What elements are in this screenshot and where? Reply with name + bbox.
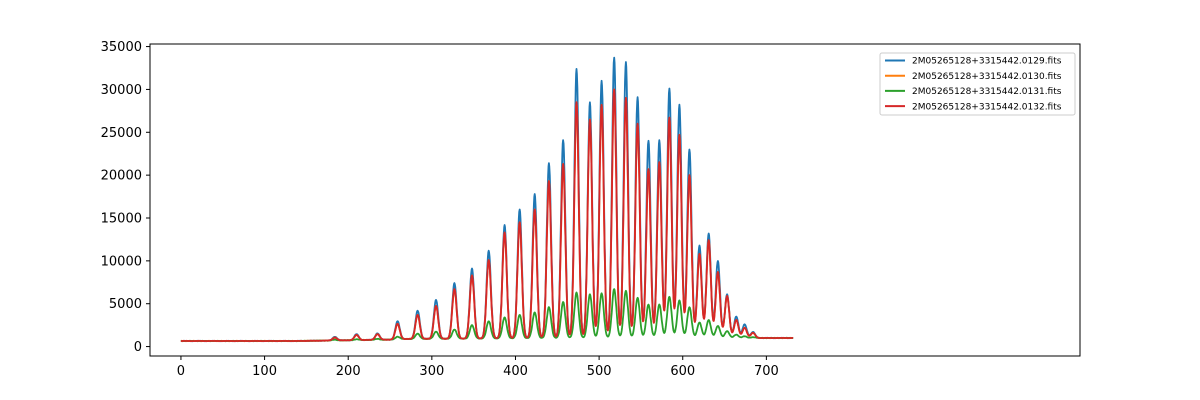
x-tick-label: 100 — [252, 364, 277, 379]
y-tick-label: 35000 — [101, 40, 142, 55]
legend-label: 2M05265128+3315442.0129.fits — [912, 57, 1062, 67]
x-tick-label: 400 — [503, 364, 528, 379]
x-tick-label: 700 — [754, 364, 779, 379]
x-tick-label: 600 — [670, 364, 695, 379]
series-line-4 — [180, 88, 794, 343]
y-tick-label: 30000 — [101, 83, 142, 98]
x-tick-label: 200 — [336, 364, 361, 379]
series-layer — [180, 56, 794, 343]
y-tick-label: 20000 — [101, 169, 142, 184]
plot-frame — [149, 43, 1081, 357]
y-tick-label: 15000 — [101, 212, 142, 227]
y-tick-label: 10000 — [101, 254, 142, 269]
legend-label: 2M05265128+3315442.0131.fits — [912, 87, 1062, 97]
y-axis: 0 5000 10000 15000 20000 25000 30000 35000 — [101, 40, 150, 355]
plot-area — [149, 43, 1081, 357]
y-tick-label: 25000 — [101, 126, 142, 141]
legend: 2M05265128+3315442.0129.fits 2M05265128+3… — [879, 52, 1076, 116]
x-axis: 0 100 200 300 400 500 600 700 — [177, 356, 779, 379]
x-tick-label: 500 — [587, 364, 612, 379]
x-tick-label: 300 — [419, 364, 444, 379]
x-tick-label: 0 — [177, 364, 185, 379]
legend-box — [879, 52, 1076, 116]
legend-label: 2M05265128+3315442.0130.fits — [912, 72, 1062, 82]
y-tick-label: 0 — [134, 340, 142, 355]
legend-label: 2M05265128+3315442.0132.fits — [912, 102, 1062, 112]
y-tick-label: 5000 — [109, 297, 142, 312]
